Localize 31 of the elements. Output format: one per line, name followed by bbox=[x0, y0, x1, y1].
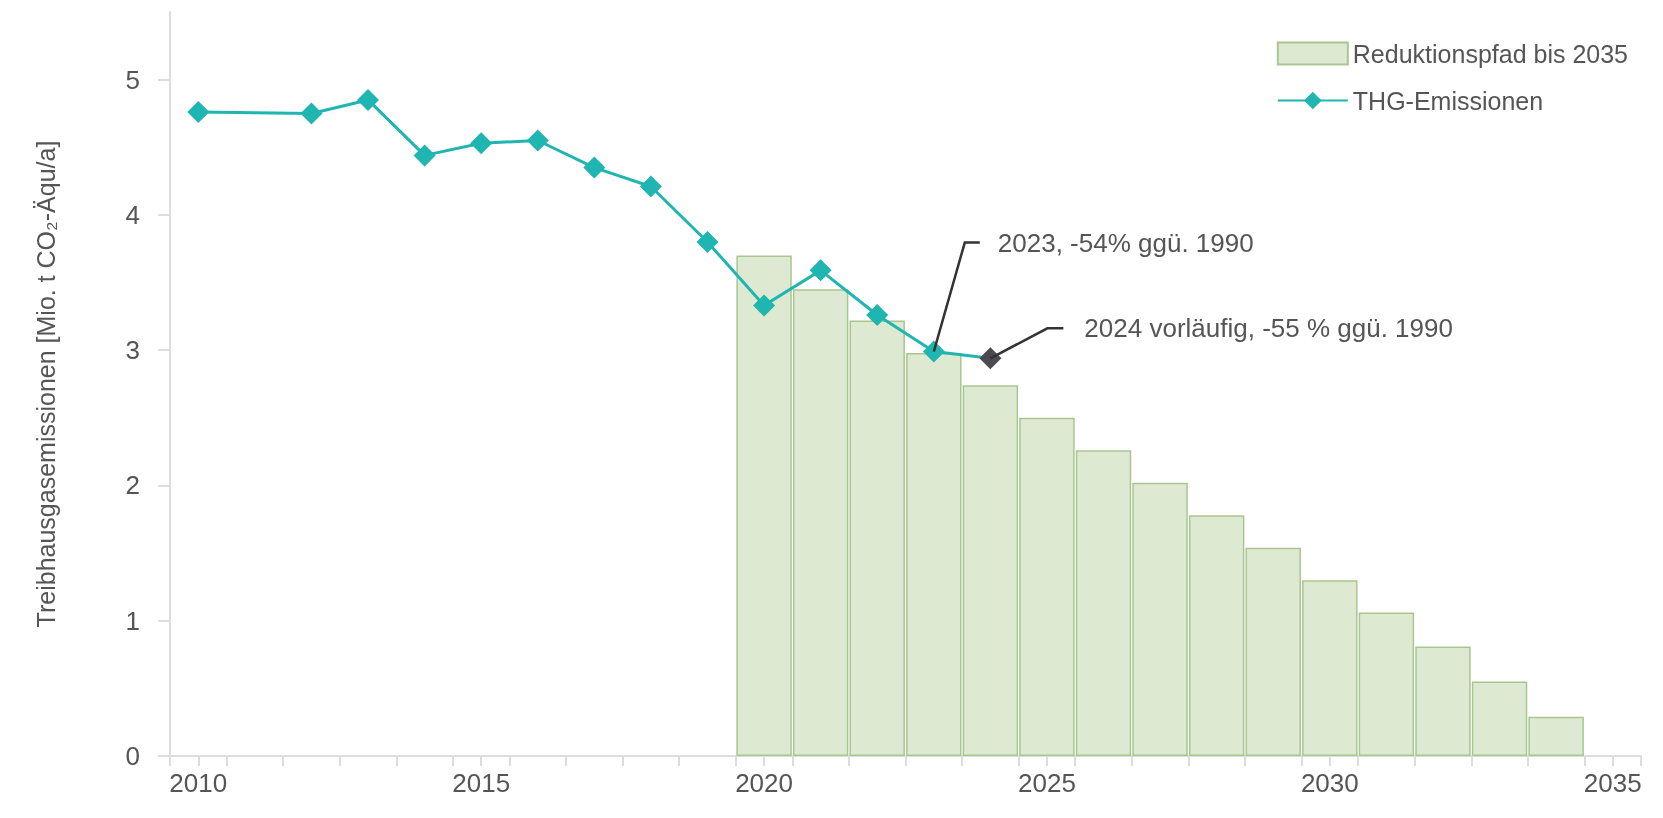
point bbox=[696, 230, 719, 253]
y-tick-label: 1 bbox=[125, 605, 140, 636]
x-tick-label: 2020 bbox=[735, 768, 793, 798]
point bbox=[187, 101, 210, 124]
point bbox=[526, 129, 549, 152]
point bbox=[357, 88, 380, 111]
y-tick-label: 3 bbox=[125, 335, 140, 366]
point bbox=[470, 132, 493, 155]
point bbox=[866, 304, 889, 327]
point bbox=[639, 175, 662, 198]
x-tick-label: 2030 bbox=[1300, 768, 1359, 798]
point bbox=[583, 156, 606, 179]
y-tick-label: 5 bbox=[125, 64, 140, 95]
point bbox=[753, 294, 776, 317]
y-tick-label: 4 bbox=[125, 199, 140, 230]
x-tick-label: 2035 bbox=[1583, 768, 1642, 798]
point bbox=[922, 340, 945, 363]
legend-label: Reduktionspfad bis 2035 bbox=[1352, 39, 1629, 68]
annotation: 2024 vorläufig, -55 % ggü. 1990 bbox=[1084, 313, 1453, 344]
x-tick-label: 2025 bbox=[1018, 768, 1076, 798]
point bbox=[300, 102, 323, 125]
legend-label: THG-Emissionen bbox=[1352, 86, 1544, 115]
annotation: 2023, -54% ggü. 1990 bbox=[997, 227, 1254, 258]
x-tick-label: 2015 bbox=[452, 768, 511, 798]
point bbox=[979, 347, 1002, 370]
x-tick-label: 2010 bbox=[169, 768, 228, 798]
y-tick-label: 0 bbox=[125, 741, 140, 771]
y-axis-title: Treibhausgasemissionen [Mio. t CO₂-Äqu/a] bbox=[31, 140, 60, 628]
point bbox=[413, 144, 436, 167]
y-tick-label: 2 bbox=[125, 470, 140, 501]
point bbox=[809, 259, 832, 282]
